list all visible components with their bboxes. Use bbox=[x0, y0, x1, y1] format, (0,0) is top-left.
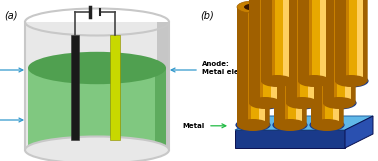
FancyBboxPatch shape bbox=[261, 0, 272, 81]
FancyBboxPatch shape bbox=[308, 0, 314, 103]
FancyBboxPatch shape bbox=[263, 0, 281, 103]
FancyBboxPatch shape bbox=[345, 0, 351, 103]
FancyBboxPatch shape bbox=[346, 0, 361, 81]
Ellipse shape bbox=[281, 4, 299, 10]
FancyBboxPatch shape bbox=[248, 7, 263, 125]
FancyBboxPatch shape bbox=[155, 68, 166, 150]
FancyBboxPatch shape bbox=[302, 7, 306, 125]
FancyBboxPatch shape bbox=[284, 0, 289, 81]
FancyBboxPatch shape bbox=[363, 0, 367, 81]
Polygon shape bbox=[345, 116, 373, 148]
Ellipse shape bbox=[318, 4, 336, 10]
Ellipse shape bbox=[25, 137, 169, 161]
FancyBboxPatch shape bbox=[349, 0, 367, 81]
FancyBboxPatch shape bbox=[285, 7, 300, 125]
Ellipse shape bbox=[247, 96, 283, 110]
Polygon shape bbox=[235, 116, 373, 130]
FancyBboxPatch shape bbox=[334, 0, 349, 103]
FancyBboxPatch shape bbox=[333, 7, 339, 125]
Ellipse shape bbox=[274, 119, 306, 131]
FancyBboxPatch shape bbox=[71, 35, 79, 140]
FancyBboxPatch shape bbox=[286, 0, 297, 103]
FancyBboxPatch shape bbox=[272, 0, 287, 81]
FancyBboxPatch shape bbox=[325, 7, 343, 125]
Text: (a): (a) bbox=[4, 10, 17, 20]
FancyBboxPatch shape bbox=[322, 7, 336, 125]
Ellipse shape bbox=[237, 119, 269, 131]
FancyBboxPatch shape bbox=[276, 0, 293, 81]
Ellipse shape bbox=[284, 96, 320, 110]
Ellipse shape bbox=[311, 119, 343, 131]
FancyBboxPatch shape bbox=[28, 68, 166, 150]
FancyBboxPatch shape bbox=[25, 22, 169, 150]
FancyBboxPatch shape bbox=[321, 0, 326, 81]
FancyBboxPatch shape bbox=[265, 7, 269, 125]
FancyBboxPatch shape bbox=[235, 130, 345, 148]
FancyBboxPatch shape bbox=[338, 0, 355, 103]
Ellipse shape bbox=[333, 74, 369, 88]
Ellipse shape bbox=[259, 74, 294, 88]
Ellipse shape bbox=[28, 52, 166, 84]
Ellipse shape bbox=[296, 74, 332, 88]
FancyBboxPatch shape bbox=[325, 0, 330, 81]
Text: Metal: Metal bbox=[183, 123, 205, 129]
FancyBboxPatch shape bbox=[297, 0, 311, 103]
Ellipse shape bbox=[274, 1, 306, 13]
FancyBboxPatch shape bbox=[309, 0, 324, 81]
Text: Anode:
Metal electrode: Anode: Metal electrode bbox=[202, 61, 265, 75]
FancyBboxPatch shape bbox=[350, 0, 355, 103]
Ellipse shape bbox=[311, 1, 343, 13]
FancyBboxPatch shape bbox=[157, 22, 169, 150]
FancyBboxPatch shape bbox=[237, 7, 248, 125]
FancyBboxPatch shape bbox=[260, 0, 274, 103]
Ellipse shape bbox=[321, 96, 356, 110]
FancyBboxPatch shape bbox=[274, 7, 285, 125]
FancyBboxPatch shape bbox=[313, 0, 318, 103]
Ellipse shape bbox=[323, 97, 355, 109]
FancyBboxPatch shape bbox=[277, 0, 281, 103]
FancyBboxPatch shape bbox=[259, 7, 265, 125]
Ellipse shape bbox=[237, 1, 269, 13]
Ellipse shape bbox=[286, 97, 318, 109]
Ellipse shape bbox=[273, 118, 308, 132]
Ellipse shape bbox=[261, 75, 293, 87]
FancyBboxPatch shape bbox=[296, 7, 302, 125]
FancyBboxPatch shape bbox=[271, 0, 277, 103]
Ellipse shape bbox=[310, 118, 345, 132]
FancyBboxPatch shape bbox=[312, 0, 330, 81]
FancyBboxPatch shape bbox=[339, 7, 343, 125]
FancyBboxPatch shape bbox=[311, 7, 322, 125]
Text: (b): (b) bbox=[200, 10, 214, 20]
FancyBboxPatch shape bbox=[358, 0, 363, 81]
Ellipse shape bbox=[244, 4, 262, 10]
FancyBboxPatch shape bbox=[301, 0, 318, 103]
FancyBboxPatch shape bbox=[335, 0, 346, 81]
FancyBboxPatch shape bbox=[323, 0, 334, 103]
FancyBboxPatch shape bbox=[110, 35, 120, 140]
Ellipse shape bbox=[298, 75, 330, 87]
FancyBboxPatch shape bbox=[249, 0, 260, 103]
FancyBboxPatch shape bbox=[251, 7, 269, 125]
Ellipse shape bbox=[335, 75, 367, 87]
FancyBboxPatch shape bbox=[288, 0, 293, 81]
FancyBboxPatch shape bbox=[298, 0, 309, 81]
Ellipse shape bbox=[249, 97, 281, 109]
Ellipse shape bbox=[235, 118, 271, 132]
FancyBboxPatch shape bbox=[288, 7, 306, 125]
